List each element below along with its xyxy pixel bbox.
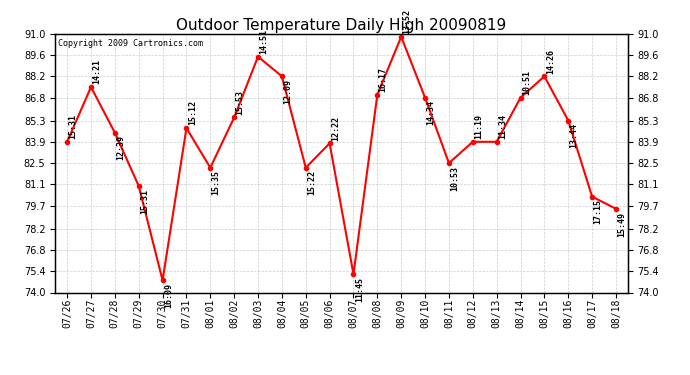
Text: 13:52: 13:52 (402, 9, 412, 34)
Text: 10:53: 10:53 (451, 166, 460, 191)
Text: 16:17: 16:17 (379, 67, 388, 92)
Text: 11:34: 11:34 (498, 114, 507, 139)
Text: 14:51: 14:51 (259, 29, 268, 54)
Text: 12:39: 12:39 (116, 135, 126, 160)
Text: 15:22: 15:22 (307, 171, 316, 195)
Text: 15:12: 15:12 (188, 100, 197, 125)
Text: 15:31: 15:31 (68, 114, 77, 139)
Text: 13:44: 13:44 (570, 123, 579, 148)
Text: 15:35: 15:35 (212, 171, 221, 195)
Text: 17:15: 17:15 (593, 200, 602, 224)
Text: 14:26: 14:26 (546, 49, 555, 74)
Text: 14:21: 14:21 (92, 59, 101, 84)
Text: 12:09: 12:09 (284, 79, 293, 104)
Text: 11:19: 11:19 (474, 114, 483, 139)
Text: 14:34: 14:34 (426, 100, 435, 126)
Title: Outdoor Temperature Daily High 20090819: Outdoor Temperature Daily High 20090819 (177, 18, 506, 33)
Text: 15:49: 15:49 (618, 211, 627, 237)
Text: 12:22: 12:22 (331, 116, 340, 141)
Text: 11:45: 11:45 (355, 277, 364, 302)
Text: Copyright 2009 Cartronics.com: Copyright 2009 Cartronics.com (58, 39, 203, 48)
Text: 15:31: 15:31 (140, 189, 149, 214)
Text: 15:53: 15:53 (235, 90, 244, 115)
Text: 10:51: 10:51 (522, 70, 531, 95)
Text: 16:09: 16:09 (164, 283, 173, 308)
